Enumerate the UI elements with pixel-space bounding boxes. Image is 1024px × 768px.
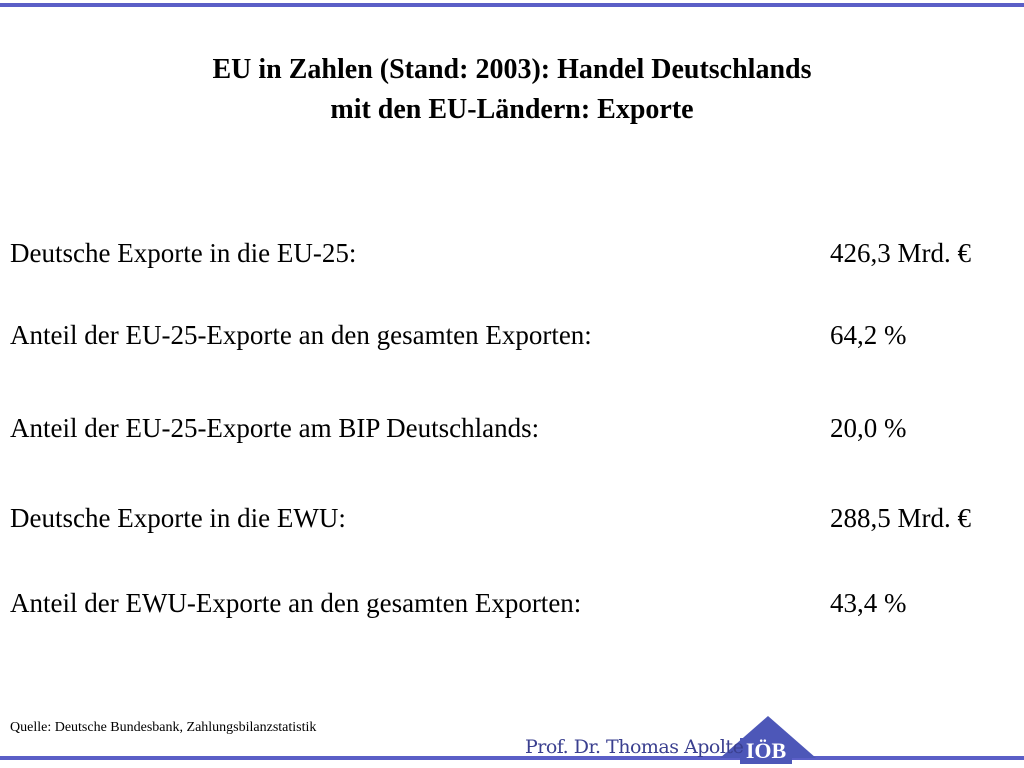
row-value: 426,3 Mrd. € — [830, 238, 971, 268]
bottom-rule — [0, 756, 1024, 760]
row-label: Deutsche Exporte in die EWU: — [10, 503, 346, 533]
logo-block — [740, 738, 792, 764]
row-label: Anteil der EU-25-Exporte am BIP Deutschl… — [10, 413, 540, 443]
row-value: 64,2 % — [830, 320, 907, 350]
source-note: Quelle: Deutsche Bundesbank, Zahlungsbil… — [10, 720, 317, 735]
title-line: EU in Zahlen (Stand: 2003): Handel Deuts… — [212, 54, 812, 85]
row-value: 288,5 Mrd. € — [830, 503, 971, 533]
row-value: 20,0 % — [830, 413, 907, 443]
row-label: Anteil der EWU-Exporte an den gesamten E… — [10, 588, 582, 618]
logo-text: IÖB — [745, 738, 787, 763]
title-line: mit den EU-Ländern: Exporte — [330, 94, 694, 125]
row-label: Deutsche Exporte in die EU-25: — [10, 238, 357, 268]
top-rule — [0, 3, 1024, 7]
author: Prof. Dr. Thomas Apolte — [525, 736, 744, 758]
row-value: 43,4 % — [830, 588, 907, 618]
row-label: Anteil der EU-25-Exporte an den gesamten… — [10, 320, 592, 350]
